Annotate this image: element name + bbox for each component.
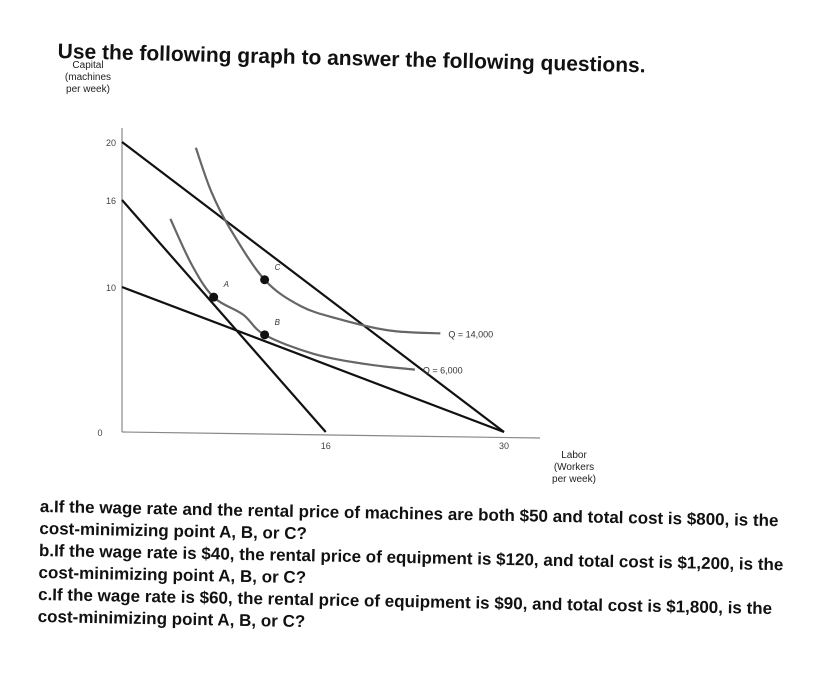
x-tick-label: 30 xyxy=(499,441,509,451)
isoquant-label: Q = 6,000 xyxy=(423,366,463,376)
isocost-line xyxy=(121,141,505,433)
x-axis-label-line: per week) xyxy=(552,474,596,485)
point-b xyxy=(260,330,270,340)
isoquant-curve xyxy=(194,147,441,335)
isocost-line xyxy=(121,285,505,434)
y-axis-label-line: (machines xyxy=(65,72,111,83)
y-tick-label: 10 xyxy=(106,283,116,293)
x-tick-label: 16 xyxy=(321,441,331,451)
x-axis-label-line: Labor xyxy=(561,450,587,461)
x-axis xyxy=(121,431,541,439)
y-axis-label-line: Capital xyxy=(72,60,103,71)
point-label: A xyxy=(223,280,229,289)
point-label: B xyxy=(275,318,281,327)
isocost-line xyxy=(121,199,327,433)
isoquant-curve xyxy=(169,218,415,371)
y-axis-label-line: per week) xyxy=(66,84,110,95)
x-axis-label-line: (Workers xyxy=(554,462,594,473)
origin-label: 0 xyxy=(97,428,102,438)
isoquant-label: Q = 14,000 xyxy=(448,329,493,339)
point-c xyxy=(260,275,270,285)
point-label: C xyxy=(275,263,281,272)
questions-list: a.If the wage rate and the rental price … xyxy=(37,496,799,643)
point-a xyxy=(209,292,219,302)
y-tick-label: 20 xyxy=(106,138,116,148)
y-tick-label: 16 xyxy=(106,196,116,206)
